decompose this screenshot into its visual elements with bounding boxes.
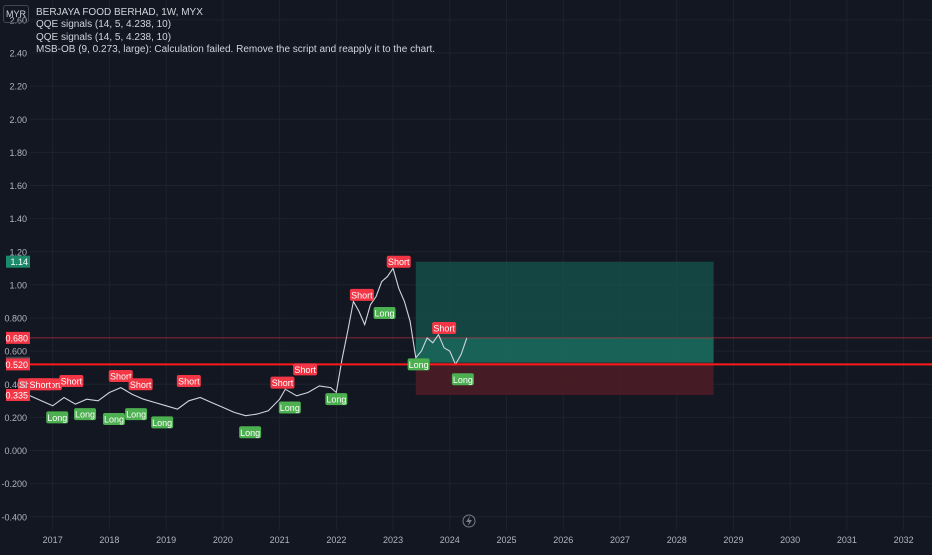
signal-short-box — [432, 321, 457, 334]
x-tick-label: 2027 — [610, 535, 630, 545]
signal-short-label: Short — [294, 365, 316, 375]
signal-short-label: Short — [272, 378, 294, 388]
x-tick-label: 2026 — [553, 535, 573, 545]
signal-short-box — [59, 374, 84, 387]
price-label-box — [6, 358, 30, 371]
signal-short-box — [128, 378, 153, 391]
signal-long-label: Long — [280, 403, 300, 413]
x-tick-label: 2017 — [43, 535, 63, 545]
x-tick-label: 2024 — [440, 535, 460, 545]
signal-long-box — [373, 307, 396, 320]
y-tick-label: 1.80 — [9, 148, 27, 158]
signal-long-label: Long — [104, 415, 124, 425]
price-label-box — [6, 389, 30, 402]
x-tick-label: 2023 — [383, 535, 403, 545]
signal-short-box — [386, 255, 411, 268]
signal-long-box — [125, 408, 148, 421]
signal-long-label: Long — [152, 418, 172, 428]
signal-short-label: Short — [130, 380, 152, 390]
y-tick-label: 2.40 — [9, 49, 27, 59]
y-tick-label: 1.60 — [9, 181, 27, 191]
signal-short-box — [28, 378, 53, 391]
signal-short-label: Short — [178, 376, 200, 386]
signal-long-label: Long — [326, 395, 346, 405]
legend-title: BERJAYA FOOD BERHAD, 1W, MYX — [36, 7, 203, 18]
x-tick-label: 2028 — [667, 535, 687, 545]
y-tick-label: 1.00 — [9, 280, 27, 290]
legend-indicator-2[interactable]: QQE signals (14, 5, 4.238, 10) — [36, 31, 172, 43]
y-tick-label: 2.60 — [9, 15, 27, 25]
signal-long-label: Long — [75, 410, 95, 420]
x-tick-label: 2032 — [894, 535, 914, 545]
signal-short-label: Short — [61, 376, 83, 386]
x-tick-label: 2030 — [780, 535, 800, 545]
signal-short-box — [349, 288, 374, 301]
legend-indicator-1[interactable]: QQE signals (14, 5, 4.238, 10) — [36, 19, 172, 31]
lightning-icon — [462, 514, 476, 528]
signal-long-box — [74, 408, 97, 421]
signal-short-label: Short — [351, 290, 373, 300]
y-tick-label: -0.400 — [1, 512, 27, 522]
signal-short-label: Short — [433, 323, 455, 333]
signal-long-box — [278, 401, 301, 414]
signal-short-box — [293, 363, 318, 376]
filled-zone — [415, 337, 714, 363]
signal-long-label: Long — [453, 375, 473, 385]
signal-short-box — [270, 376, 295, 389]
y-tick-label: 2.20 — [9, 82, 27, 92]
signal-long-label: Long — [126, 410, 146, 420]
x-tick-label: 2025 — [497, 535, 517, 545]
signal-long-label: Long — [47, 413, 67, 423]
price-label-box — [6, 331, 30, 344]
signal-short-label: Short — [388, 257, 410, 267]
x-tick-label: 2022 — [326, 535, 346, 545]
y-tick-label: 1.20 — [9, 247, 27, 257]
x-tick-label: 2029 — [723, 535, 743, 545]
x-tick-label: 2021 — [270, 535, 290, 545]
y-tick-label: 2.00 — [9, 115, 27, 125]
y-tick-label: 0.800 — [4, 314, 27, 324]
y-tick-label: 0.600 — [4, 347, 27, 357]
signal-short-box — [108, 369, 133, 382]
signal-short-label: Short — [110, 371, 132, 381]
currency-button[interactable]: MYR — [3, 5, 29, 23]
y-tick-label: -0.200 — [1, 479, 27, 489]
signal-long-box — [102, 413, 125, 426]
y-tick-label: 0.200 — [4, 413, 27, 423]
x-tick-label: 2019 — [156, 535, 176, 545]
price-label-box — [6, 255, 30, 268]
price-label-text: 0.680 — [5, 333, 28, 343]
signal-long-label: Long — [375, 309, 395, 319]
signal-long-box — [239, 426, 262, 439]
signal-long-box — [46, 411, 69, 424]
price-label-text: 0.520 — [5, 360, 28, 370]
signal-short-label: Short — [29, 380, 51, 390]
price-series-line — [29, 267, 468, 417]
y-tick-label: 1.40 — [9, 214, 27, 224]
x-tick-label: 2031 — [837, 535, 857, 545]
y-tick-label: 0.000 — [4, 446, 27, 456]
signal-long-box — [451, 373, 474, 386]
x-tick-label: 2020 — [213, 535, 233, 545]
legend-indicator-3[interactable]: MSB-OB (9, 0.273, large): Calculation fa… — [36, 44, 436, 56]
price-label-text: 1.14 — [10, 257, 28, 267]
price-label-text: 0.335 — [5, 391, 28, 401]
legend: BERJAYA FOOD BERHAD, 1W, MYX QQE signals… — [36, 7, 435, 57]
signal-long-box — [407, 358, 430, 371]
y-tick-label: 0.400 — [4, 380, 27, 390]
signal-long-box — [151, 416, 174, 429]
signal-long-label: Long — [409, 360, 429, 370]
signal-short-box — [176, 374, 201, 387]
signal-long-label: Long — [240, 428, 260, 438]
signal-long-box — [325, 393, 348, 406]
x-tick-label: 2018 — [99, 535, 119, 545]
lightning-icon-bolt — [466, 516, 472, 526]
